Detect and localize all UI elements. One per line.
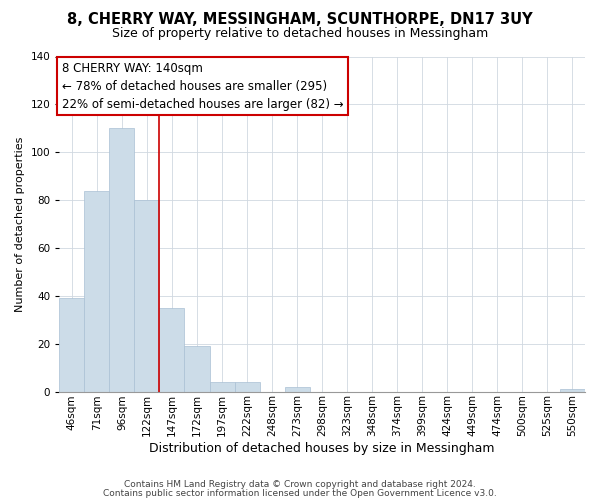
Bar bbox=[85, 190, 109, 392]
Bar bbox=[284, 387, 310, 392]
Text: Contains public sector information licensed under the Open Government Licence v3: Contains public sector information licen… bbox=[103, 488, 497, 498]
Text: Size of property relative to detached houses in Messingham: Size of property relative to detached ho… bbox=[112, 28, 488, 40]
Bar bbox=[109, 128, 134, 392]
Text: 8 CHERRY WAY: 140sqm
← 78% of detached houses are smaller (295)
22% of semi-deta: 8 CHERRY WAY: 140sqm ← 78% of detached h… bbox=[62, 62, 344, 110]
Bar bbox=[59, 298, 85, 392]
Bar bbox=[235, 382, 260, 392]
Bar bbox=[560, 389, 585, 392]
X-axis label: Distribution of detached houses by size in Messingham: Distribution of detached houses by size … bbox=[149, 442, 495, 455]
Text: Contains HM Land Registry data © Crown copyright and database right 2024.: Contains HM Land Registry data © Crown c… bbox=[124, 480, 476, 489]
Bar bbox=[209, 382, 235, 392]
Bar bbox=[160, 308, 184, 392]
Bar bbox=[184, 346, 209, 392]
Bar bbox=[134, 200, 160, 392]
Y-axis label: Number of detached properties: Number of detached properties bbox=[15, 136, 25, 312]
Text: 8, CHERRY WAY, MESSINGHAM, SCUNTHORPE, DN17 3UY: 8, CHERRY WAY, MESSINGHAM, SCUNTHORPE, D… bbox=[67, 12, 533, 28]
